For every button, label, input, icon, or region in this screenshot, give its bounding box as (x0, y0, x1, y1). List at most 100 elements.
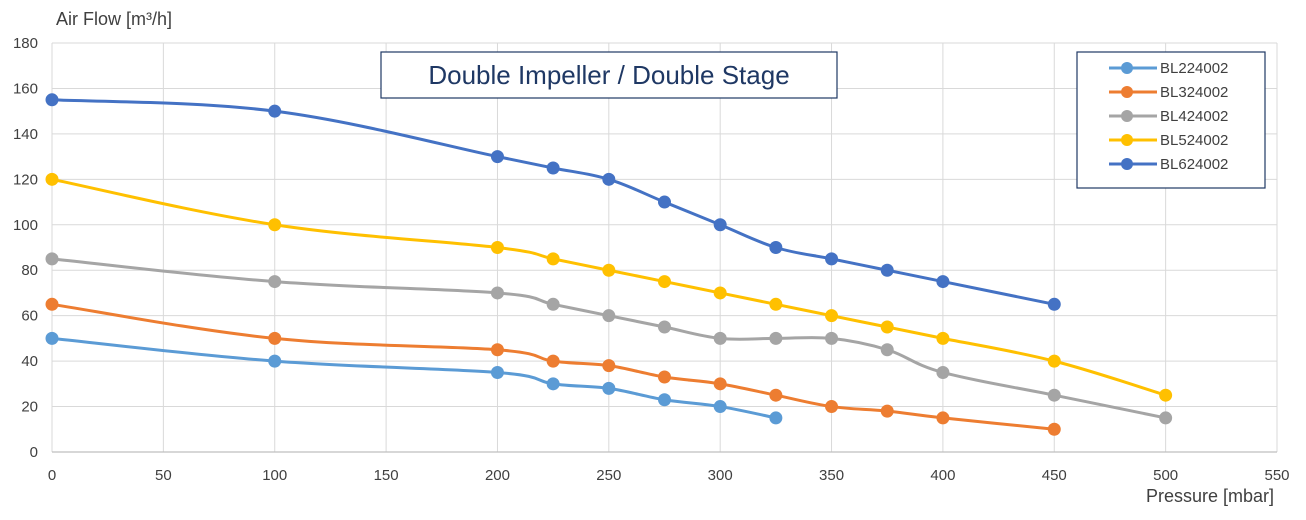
x-tick-label: 50 (155, 467, 172, 484)
data-point (769, 241, 783, 254)
data-point (936, 365, 950, 379)
data-point (769, 388, 783, 402)
legend-label: BL624002 (1160, 156, 1228, 173)
legend-swatch-marker (1121, 62, 1133, 74)
data-point (490, 343, 504, 357)
y-tick-label: 60 (21, 308, 38, 325)
data-point (546, 252, 560, 266)
x-tick-label: 550 (1264, 467, 1289, 484)
data-point (490, 286, 504, 300)
y-tick-label: 120 (13, 171, 38, 188)
data-point (490, 365, 504, 379)
chart-title-box: Double Impeller / Double Stage (380, 51, 838, 99)
y-tick-label: 0 (30, 444, 38, 461)
data-point (880, 343, 894, 357)
legend-item: BL324002 (1109, 84, 1228, 101)
y-tick-label: 160 (13, 80, 38, 97)
x-tick-label: 100 (262, 467, 287, 484)
data-point (602, 309, 616, 323)
y-tick-label: 80 (21, 262, 38, 279)
x-tick-label: 350 (819, 467, 844, 484)
series-line (50, 336, 778, 420)
data-point (880, 263, 894, 277)
series-BL324002 (45, 297, 1061, 436)
data-point (45, 172, 59, 186)
data-point (769, 331, 783, 345)
legend-box (1076, 51, 1266, 189)
data-point (546, 354, 560, 368)
x-tick-label: 200 (485, 467, 510, 484)
data-point (268, 218, 282, 232)
legend-swatch-marker (1121, 110, 1133, 122)
legend-label: BL224002 (1160, 60, 1228, 77)
data-point (825, 400, 839, 414)
data-point (602, 172, 616, 186)
series-BL624002 (45, 93, 1061, 311)
legend-swatch-marker (1121, 86, 1133, 98)
data-point (936, 275, 950, 289)
series-BL224002 (45, 331, 783, 425)
data-point (1047, 422, 1061, 436)
data-point (825, 331, 839, 345)
x-tick-label: 0 (48, 467, 56, 484)
data-point (825, 252, 839, 266)
series-line (50, 257, 1168, 420)
chart-title-border (380, 51, 838, 99)
data-point (602, 359, 616, 373)
legend-swatch-marker (1121, 158, 1133, 170)
data-point (45, 331, 59, 345)
data-point (658, 320, 671, 334)
data-point (490, 150, 504, 164)
series-BL524002 (45, 172, 1173, 402)
legend-item: BL424002 (1109, 108, 1228, 125)
data-point (936, 411, 950, 425)
data-point (546, 297, 560, 311)
y-tick-label: 40 (21, 353, 38, 370)
y-tick-label: 140 (13, 126, 38, 143)
data-point (658, 195, 671, 209)
data-point (1047, 354, 1061, 368)
series-lines (45, 93, 1173, 436)
legend-item: BL224002 (1109, 60, 1228, 77)
x-tick-label: 500 (1153, 467, 1178, 484)
data-point (268, 331, 282, 345)
legend-swatch-marker (1121, 134, 1133, 146)
series-BL424002 (45, 252, 1173, 425)
axes: 0 20 40 60 80 100 120 140 160 180 0 50 100 150 200 250 3… (13, 35, 1290, 484)
data-point (1159, 388, 1173, 402)
data-point (713, 400, 727, 414)
data-point (45, 297, 59, 311)
legend-item: BL624002 (1109, 156, 1228, 173)
data-point (713, 218, 727, 232)
x-tick-label: 450 (1042, 467, 1067, 484)
data-point (546, 161, 560, 175)
legend-item: BL524002 (1109, 132, 1228, 149)
data-point (713, 286, 727, 300)
data-point (880, 404, 894, 418)
series-line (50, 177, 1168, 397)
data-point (602, 381, 616, 395)
data-point (490, 241, 504, 254)
legend: BL224002 BL324002 BL424002 BL524002 BL624002 (1076, 51, 1266, 189)
x-tick-label: 400 (930, 467, 955, 484)
x-tick-label: 250 (596, 467, 621, 484)
legend-label: BL424002 (1160, 108, 1228, 125)
y-tick-label: 20 (21, 399, 38, 416)
data-point (268, 275, 282, 289)
x-tick-label: 150 (374, 467, 399, 484)
data-point (880, 320, 894, 334)
data-point (1047, 297, 1061, 311)
data-point (1159, 411, 1173, 425)
y-axis-title: Air Flow [m³/h] (56, 9, 172, 29)
legend-label: BL324002 (1160, 84, 1228, 101)
data-point (45, 93, 59, 107)
grid (51, 42, 1278, 453)
x-tick-label: 300 (708, 467, 733, 484)
data-point (268, 104, 282, 118)
data-point (268, 354, 282, 368)
y-tick-label: 100 (13, 217, 38, 234)
data-point (602, 263, 616, 277)
data-point (825, 309, 839, 323)
